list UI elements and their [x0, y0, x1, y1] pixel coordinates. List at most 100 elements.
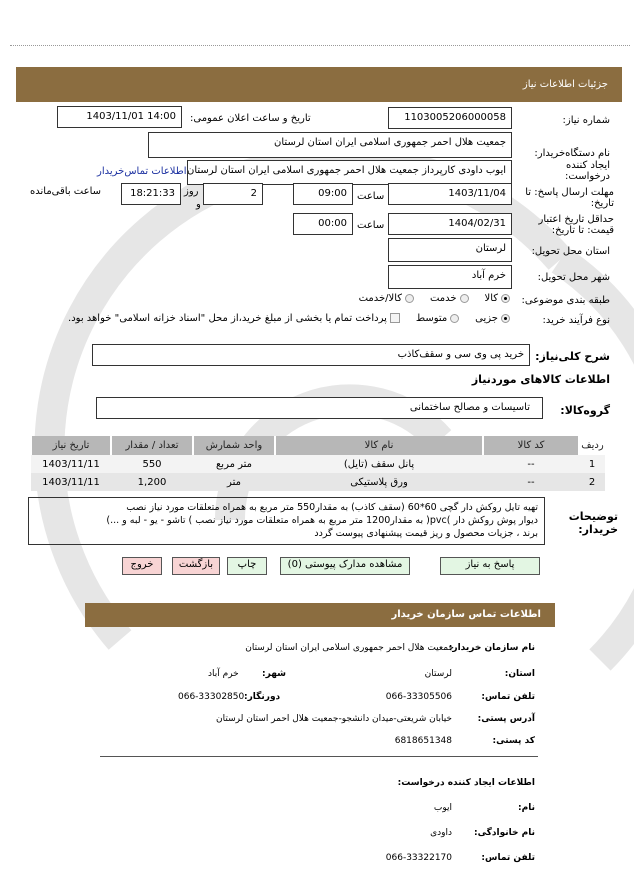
summary-label: شرح کلی‌نیاز: — [535, 350, 610, 363]
table-row: 2 -- ورق پلاستیکی متر 1,200 1403/11/11 — [31, 473, 605, 491]
creator-phone-label: تلفن تماس: — [481, 853, 535, 863]
contact-org-label: نام سازمان خریدار: — [448, 643, 535, 653]
validity-date-field: 1404/02/31 — [388, 213, 512, 235]
radio-service[interactable]: خدمت — [430, 293, 469, 304]
description-line: دیوار پوش روکش دار )pvc( به مقدار1200 مت… — [106, 515, 538, 526]
cell: 1403/11/11 — [31, 455, 111, 473]
buyer-org-field: جمعیت هلال احمر جمهوری اسلامی ایران استا… — [148, 132, 512, 158]
and-label: و — [196, 199, 201, 210]
goods-heading: اطلاعات کالاهای موردنیاز — [471, 373, 610, 386]
details-header: جزئیات اطلاعات نیاز — [16, 67, 622, 102]
radio-minor[interactable]: جزیی — [475, 313, 510, 324]
contact-address: خیابان شریعتی-میدان دانشجو-جمعیت هلال اح… — [216, 714, 452, 724]
radio-goods-service[interactable]: کالا/خدمت — [359, 293, 415, 304]
summary-field: خرید پی وی سی و سقف‌کاذب — [92, 344, 530, 366]
days-field: 2 — [203, 183, 263, 205]
creator-family-label: نام خانوادگی: — [473, 828, 535, 838]
table-row: 1 -- پانل سقف (تایل) متر مربع 550 1403/11/11 — [31, 455, 605, 473]
col-qty: تعداد / مقدار — [110, 436, 193, 455]
cell: 1 — [579, 455, 605, 473]
contact-divider — [100, 756, 538, 757]
contact-province-label: استان: — [504, 669, 535, 679]
attachments-button[interactable]: مشاهده مدارک پیوستی (0) — [280, 557, 410, 575]
creator-name-label: نام: — [518, 803, 535, 813]
contact-postal-label: کد پستی: — [492, 736, 535, 746]
contact-phone-label: تلفن تماس: — [481, 692, 535, 702]
col-unit: واحد شمارش — [192, 436, 275, 455]
payment-note: پرداخت تمام یا بخشی از مبلغ خرید،از محل … — [68, 313, 387, 324]
radio-goods[interactable]: کالا — [484, 293, 510, 304]
goods-table: ردیف کد کالا نام کالا واحد شمارش تعداد /… — [30, 436, 605, 491]
radio-minor-label: جزیی — [475, 313, 498, 324]
days-label: روز — [184, 186, 199, 197]
contact-fax-label: دورنگار: — [244, 692, 281, 702]
remaining-label: ساعت باقی‌مانده — [30, 186, 102, 197]
contact-org: جمعیت هلال احمر جمهوری اسلامی ایران استا… — [245, 643, 454, 653]
cell: پانل سقف (تایل) — [275, 455, 483, 473]
buyer-contact-link[interactable]: اطلاعات تماس‌خریدار — [97, 166, 187, 177]
print-button[interactable]: چاپ — [227, 557, 267, 575]
creator-family: داودی — [430, 828, 452, 838]
remaining-field: 18:21:33 — [121, 183, 181, 205]
process-radios: جزیی متوسط پرداخت تمام یا بخشی از مبلغ خ… — [68, 313, 510, 324]
city-label: شهر محل تحویل: — [537, 272, 610, 283]
need-number-field: 1103005206000058 — [388, 107, 512, 129]
cell: 1,200 — [111, 473, 193, 491]
description-line: تهیه تایل روکش دار گچی 60*60 (سقف کاذب) … — [126, 502, 538, 513]
reply-button[interactable]: پاسخ به نیاز — [440, 557, 540, 575]
description-line: برند ، جزیات محصول و ریز قیمت پیشنهادی پ… — [314, 528, 538, 539]
creator-heading: اطلاعات ایجاد کننده درخواست: — [397, 778, 535, 788]
validity-time-field: 00:00 — [293, 213, 353, 235]
cell: 2 — [579, 473, 605, 491]
description-label: توضیحات خریدار: — [568, 510, 618, 536]
contact-city-label: شهر: — [262, 669, 286, 679]
deadline-date-field: 1403/11/04 — [388, 183, 512, 205]
radio-goods-label: کالا — [484, 293, 498, 304]
contact-address-label: آدرس پستی: — [477, 714, 535, 724]
radio-service-label: خدمت — [429, 293, 457, 304]
cell: 550 — [111, 455, 193, 473]
radio-medium-label: متوسط — [415, 313, 448, 324]
contact-postal: 6818651348 — [394, 736, 452, 746]
cell: ورق پلاستیکی — [275, 473, 483, 491]
back-button[interactable]: بازگشت — [172, 557, 220, 575]
creator-phone: 066-33322170 — [385, 853, 452, 863]
col-code: کد کالا — [482, 436, 579, 455]
province-label: استان محل تحویل: — [531, 246, 610, 257]
radio-medium[interactable]: متوسط — [415, 313, 460, 324]
cell: 1403/11/11 — [31, 473, 111, 491]
col-name: نام کالا — [274, 436, 483, 455]
cell: -- — [483, 455, 579, 473]
creator-label: ایجاد کننده درخواست: — [565, 160, 610, 182]
treasury-checkbox[interactable] — [387, 313, 400, 324]
group-field: تاسیسات و مصالح ساختمانی — [96, 397, 543, 419]
buyer-org-label: نام دستگاه‌خریدار: — [534, 148, 610, 159]
cell: متر — [193, 473, 275, 491]
deadline-label: مهلت ارسال پاسخ: تا تاریخ: — [525, 187, 614, 209]
contact-phone: 066-33305506 — [385, 692, 452, 702]
cell: متر مربع — [193, 455, 275, 473]
exit-button[interactable]: خروج — [122, 557, 162, 575]
validity-time-label: ساعت — [357, 220, 385, 231]
validity-label: حداقل تاریخ اعتبار قیمت: تا تاریخ: — [538, 214, 614, 236]
description-box: تهیه تایل روکش دار گچی 60*60 (سقف کاذب) … — [28, 497, 545, 545]
col-date: تاریخ نیاز — [30, 436, 111, 455]
need-number-label: شماره نیاز: — [562, 115, 611, 126]
cell: -- — [483, 473, 579, 491]
contact-province: لرستان — [424, 669, 452, 679]
announce-field: 1403/11/01 14:00 — [57, 106, 182, 128]
deadline-time-field: 09:00 — [293, 183, 353, 205]
creator-field: ایوب داودی کارپرداز جمعیت هلال احمر جمهو… — [187, 160, 512, 185]
top-divider — [10, 45, 630, 46]
category-label: طبقه بندی موضوعی: — [521, 295, 610, 306]
creator-name: ایوب — [433, 803, 452, 813]
province-field: لرستان — [388, 238, 512, 262]
radio-goods-service-label: کالا/خدمت — [358, 293, 403, 304]
contact-city: خرم آباد — [208, 669, 239, 679]
city-field: خرم آباد — [388, 265, 512, 289]
contact-header: اطلاعات تماس سازمان خریدار — [85, 603, 555, 627]
announce-label: تاریخ و ساعت اعلان عمومی: — [190, 113, 311, 124]
contact-fax: 066-33302850 — [178, 692, 245, 702]
process-label: نوع فرآیند خرید: — [542, 315, 611, 326]
category-radios: کالا خدمت کالا/خدمت — [359, 293, 510, 304]
